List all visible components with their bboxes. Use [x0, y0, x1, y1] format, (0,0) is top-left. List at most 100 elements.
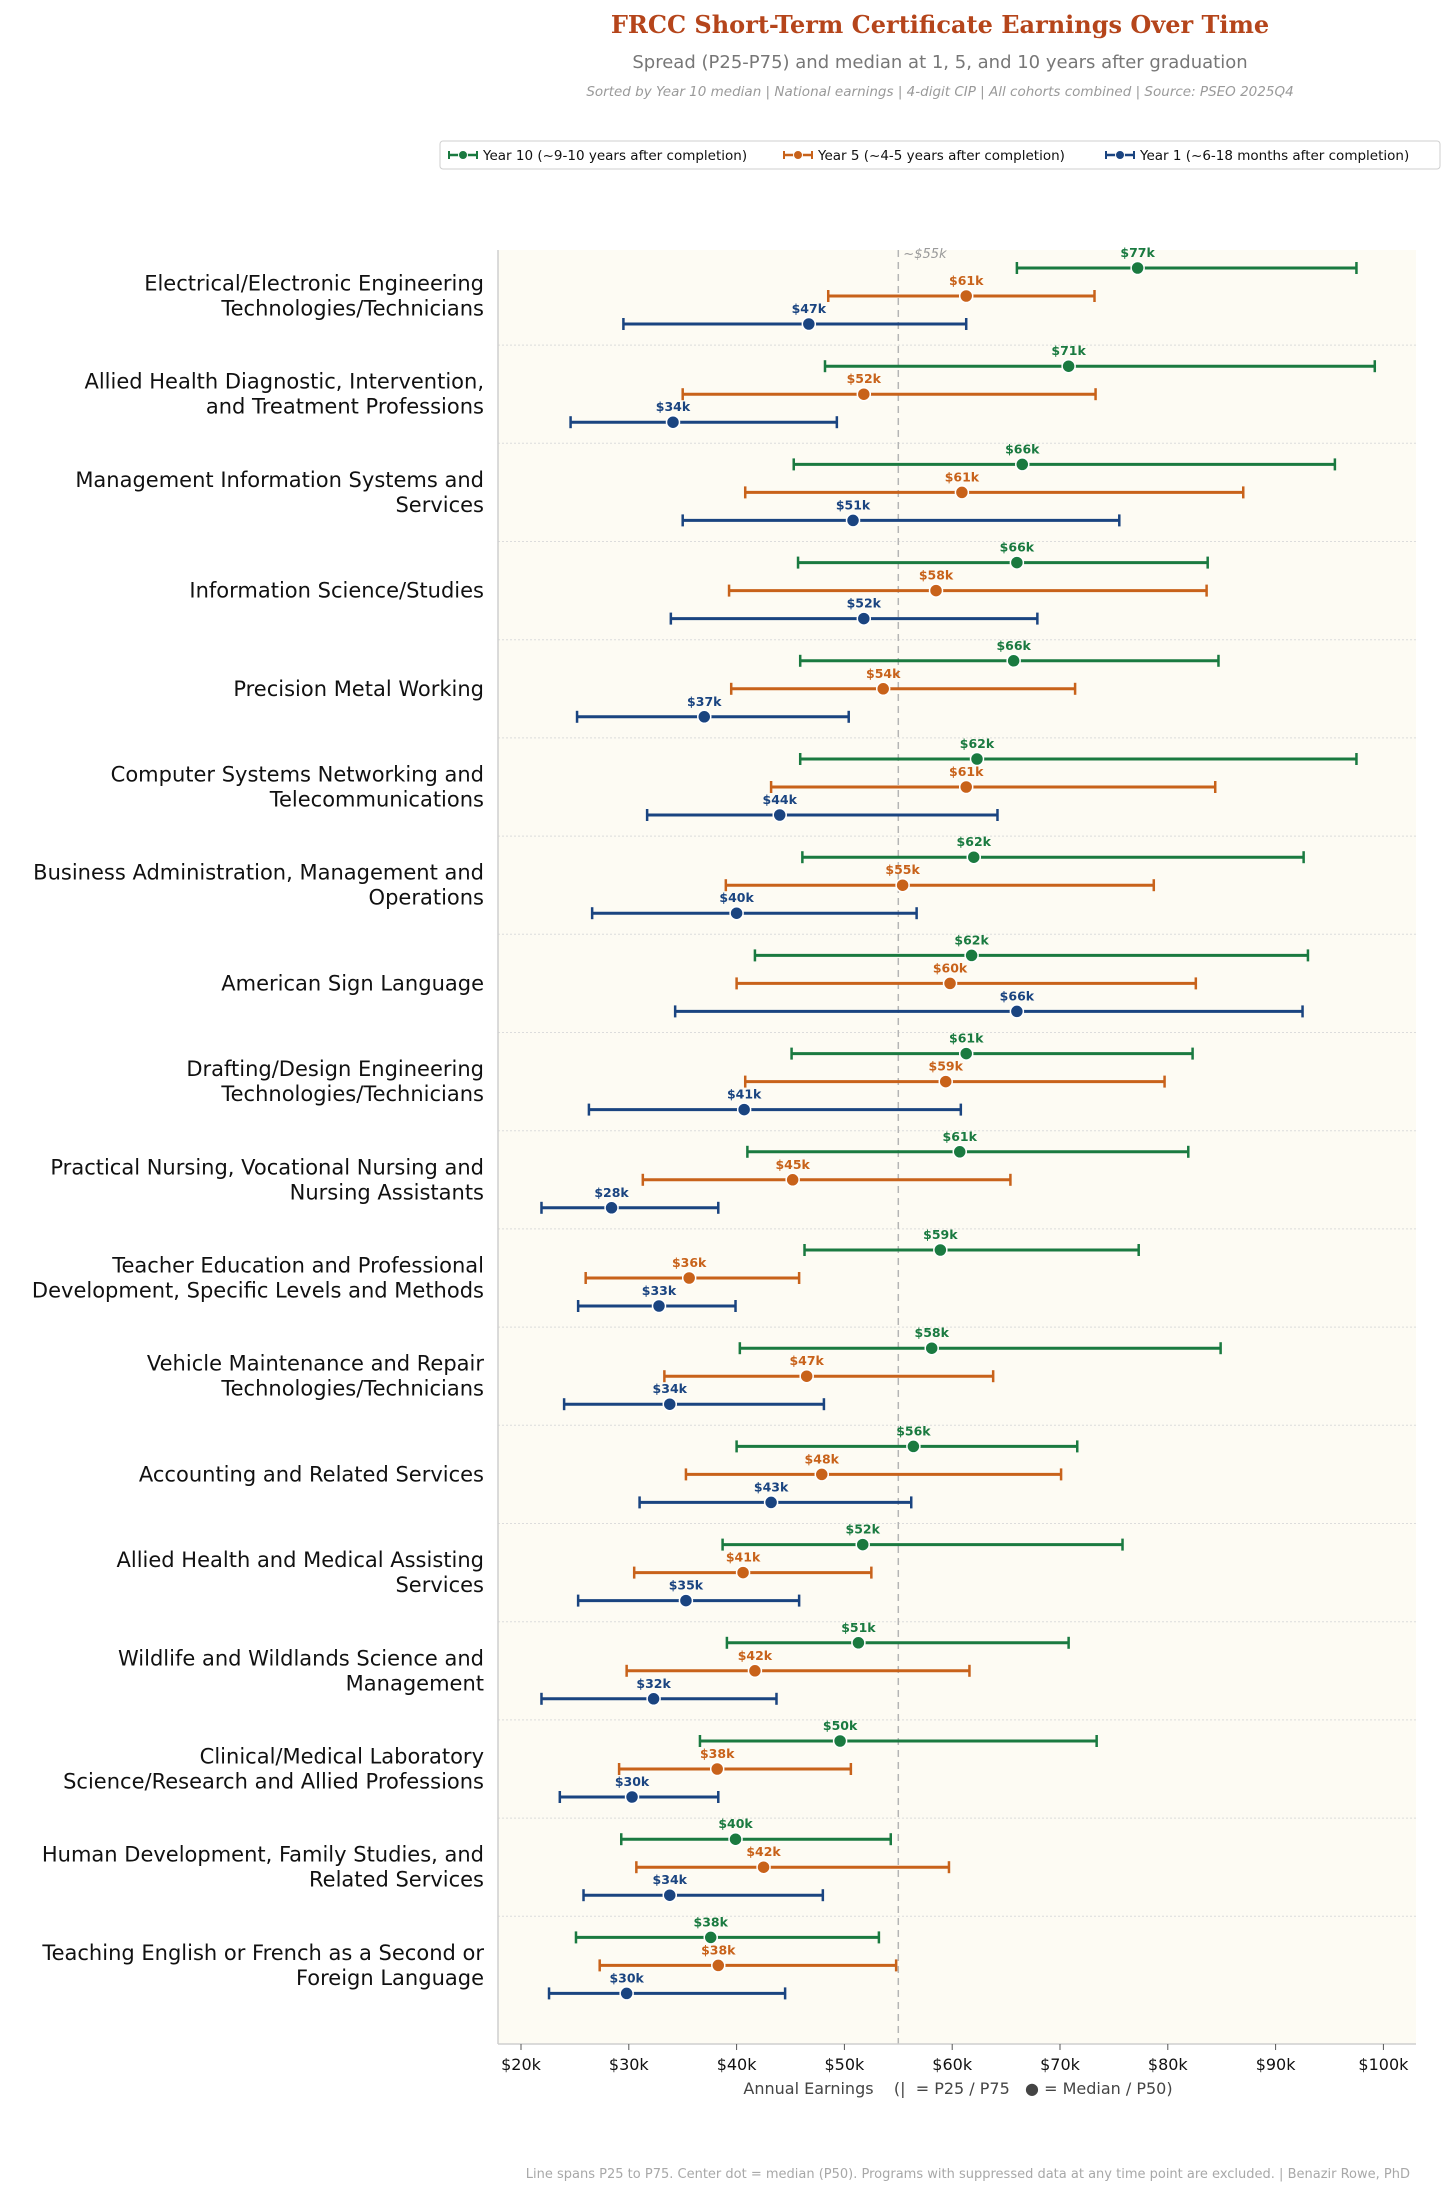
median-dot-y5	[756, 1859, 771, 1875]
median-dot-y1	[619, 1986, 634, 2001]
median-dot-y1	[729, 905, 744, 921]
median-dot-y10	[703, 1930, 718, 1945]
median-label-y1: $35k	[669, 1578, 704, 1593]
median-label-y5: $54k	[866, 666, 901, 681]
category-label: Drafting/Design Engineering Technologies/…	[186, 1057, 484, 1106]
x-tick-label: $40k	[717, 2055, 758, 2074]
median-dot-y1	[678, 1593, 694, 1608]
category-label-line: Accounting and Related Services	[139, 1462, 484, 1486]
median-label-y10: $66k	[996, 638, 1031, 653]
median-label-y5: $61k	[949, 764, 984, 779]
median-dot-y1	[856, 611, 872, 626]
category-label: Computer Systems Networking and Telecommu…	[111, 763, 484, 812]
median-dot-y1	[646, 1691, 661, 1707]
median-label-y1: $30k	[609, 1970, 644, 1985]
median-dot-y5	[785, 1172, 800, 1188]
x-tick-label: $20k	[501, 2055, 542, 2074]
median-label-y10: $59k	[923, 1227, 958, 1242]
category-label-line: Precision Metal Working	[233, 677, 484, 701]
legend-marker-y1	[1115, 150, 1125, 160]
median-dot-y10	[924, 1340, 939, 1356]
category-label: Accounting and Related Services	[139, 1462, 484, 1486]
median-label-y5: $48k	[805, 1451, 840, 1466]
median-dot-y5	[799, 1368, 814, 1384]
row-separators	[498, 344, 1416, 1917]
median-dot-y10	[933, 1242, 948, 1258]
median-label-y5: $58k	[919, 568, 954, 583]
median-label-y10: $66k	[1005, 441, 1040, 456]
median-dot-y1	[772, 807, 787, 823]
median-label-y5: $42k	[738, 1648, 773, 1663]
median-label-y5: $38k	[700, 1746, 735, 1761]
median-label-y10: $62k	[957, 834, 992, 849]
category-label-line: Teaching English or French as a Second o…	[41, 1941, 484, 1965]
category-label-line: Technologies/Technicians	[220, 1082, 484, 1106]
chart-meta: Sorted by Year 10 median | National earn…	[586, 84, 1293, 100]
axes: $20k $30k $40k $50k $60k $70k $80k $90k $100k	[497, 250, 1416, 2074]
legend-label-y5: Year 5 (~4-5 years after completion)	[817, 148, 1065, 164]
legend-label-y10: Year 10 (~9-10 years after completion)	[482, 148, 747, 164]
median-dot-y1	[1009, 1004, 1025, 1019]
median-dot-y1	[651, 1298, 667, 1314]
category-label: Allied Health Diagnostic, Intervention, a…	[84, 370, 484, 419]
median-label-y1: $32k	[636, 1676, 671, 1691]
reference-line-label: ~$55k	[903, 247, 947, 262]
median-label-y1: $44k	[763, 792, 798, 807]
median-label-y1: $30k	[615, 1774, 650, 1789]
median-dot-y10	[969, 751, 985, 767]
median-label-y1: $43k	[754, 1479, 789, 1494]
category-label-line: Business Administration, Management and	[33, 861, 484, 885]
median-dot-y5	[747, 1663, 763, 1679]
median-label-y1: $34k	[653, 1381, 688, 1396]
median-label-y5: $61k	[945, 469, 980, 484]
legend: Year 10 (~9-10 years after completion) Ye…	[439, 140, 1441, 170]
median-dot-y5	[814, 1467, 830, 1482]
category-label-line: Development, Specific Levels and Methods	[32, 1279, 484, 1303]
category-label: American Sign Language	[221, 971, 484, 995]
median-label-y5: $47k	[789, 1353, 824, 1368]
category-label: Teaching English or French as a Second o…	[41, 1941, 484, 1990]
median-label-y10: $51k	[841, 1620, 876, 1635]
category-label: Allied Health and Medical Assisting Servi…	[117, 1548, 484, 1597]
median-dot-y5	[711, 1958, 726, 1973]
median-dot-y1	[697, 709, 712, 725]
median-label-y1: $28k	[594, 1185, 629, 1200]
legend-marker-y5	[793, 150, 803, 160]
category-label-line: Foreign Language	[296, 1966, 484, 1990]
median-label-y1: $66k	[1000, 988, 1035, 1003]
legend-label-y1: Year 1 (~6-18 months after completion)	[1139, 148, 1409, 164]
category-label-line: Services	[395, 1573, 484, 1597]
x-tick-label: $50k	[824, 2055, 865, 2074]
category-labels: Electrical/Electronic Engineering Technol…	[32, 272, 484, 1990]
median-label-y5: $61k	[949, 273, 984, 288]
category-label-line: Clinical/Medical Laboratory	[200, 1745, 484, 1769]
median-dot-y10	[851, 1635, 866, 1651]
median-label-y10: $61k	[949, 1031, 984, 1046]
category-label: Human Development, Family Studies, and Re…	[42, 1843, 484, 1892]
category-label-line: Information Science/Studies	[189, 579, 484, 603]
category-label: Vehicle Maintenance and Repair Technologi…	[147, 1352, 484, 1401]
median-dot-y10	[906, 1439, 921, 1454]
x-tick-label: $80k	[1148, 2055, 1189, 2074]
category-label-line: Operations	[369, 886, 484, 910]
median-label-y10: $52k	[846, 1522, 881, 1537]
median-dot-y5	[856, 386, 872, 402]
category-label-line: Services	[395, 493, 484, 517]
median-dot-y5	[928, 583, 944, 598]
x-tick-label: $30k	[609, 2055, 650, 2074]
category-label: Electrical/Electronic Engineering Technol…	[144, 272, 484, 321]
category-label-line: Drafting/Design Engineering	[186, 1057, 484, 1081]
median-dot-y1	[665, 414, 681, 430]
median-dot-y1	[763, 1495, 779, 1510]
median-dot-y10	[728, 1831, 743, 1847]
median-dot-y1	[662, 1887, 678, 1903]
median-label-y5: $55k	[885, 862, 920, 877]
category-label-line: Management Information Systems and	[75, 468, 484, 492]
median-dot-y5	[958, 779, 974, 795]
category-label-line: Human Development, Family Studies, and	[42, 1843, 484, 1867]
median-dot-y5	[895, 877, 910, 893]
chart-marks: $77k $61k $47k $71k $52k $34k $66k $61k $51k $66k…	[540, 245, 1377, 2001]
median-label-y10: $62k	[960, 736, 995, 751]
category-label-line: Computer Systems Networking and	[111, 763, 484, 787]
